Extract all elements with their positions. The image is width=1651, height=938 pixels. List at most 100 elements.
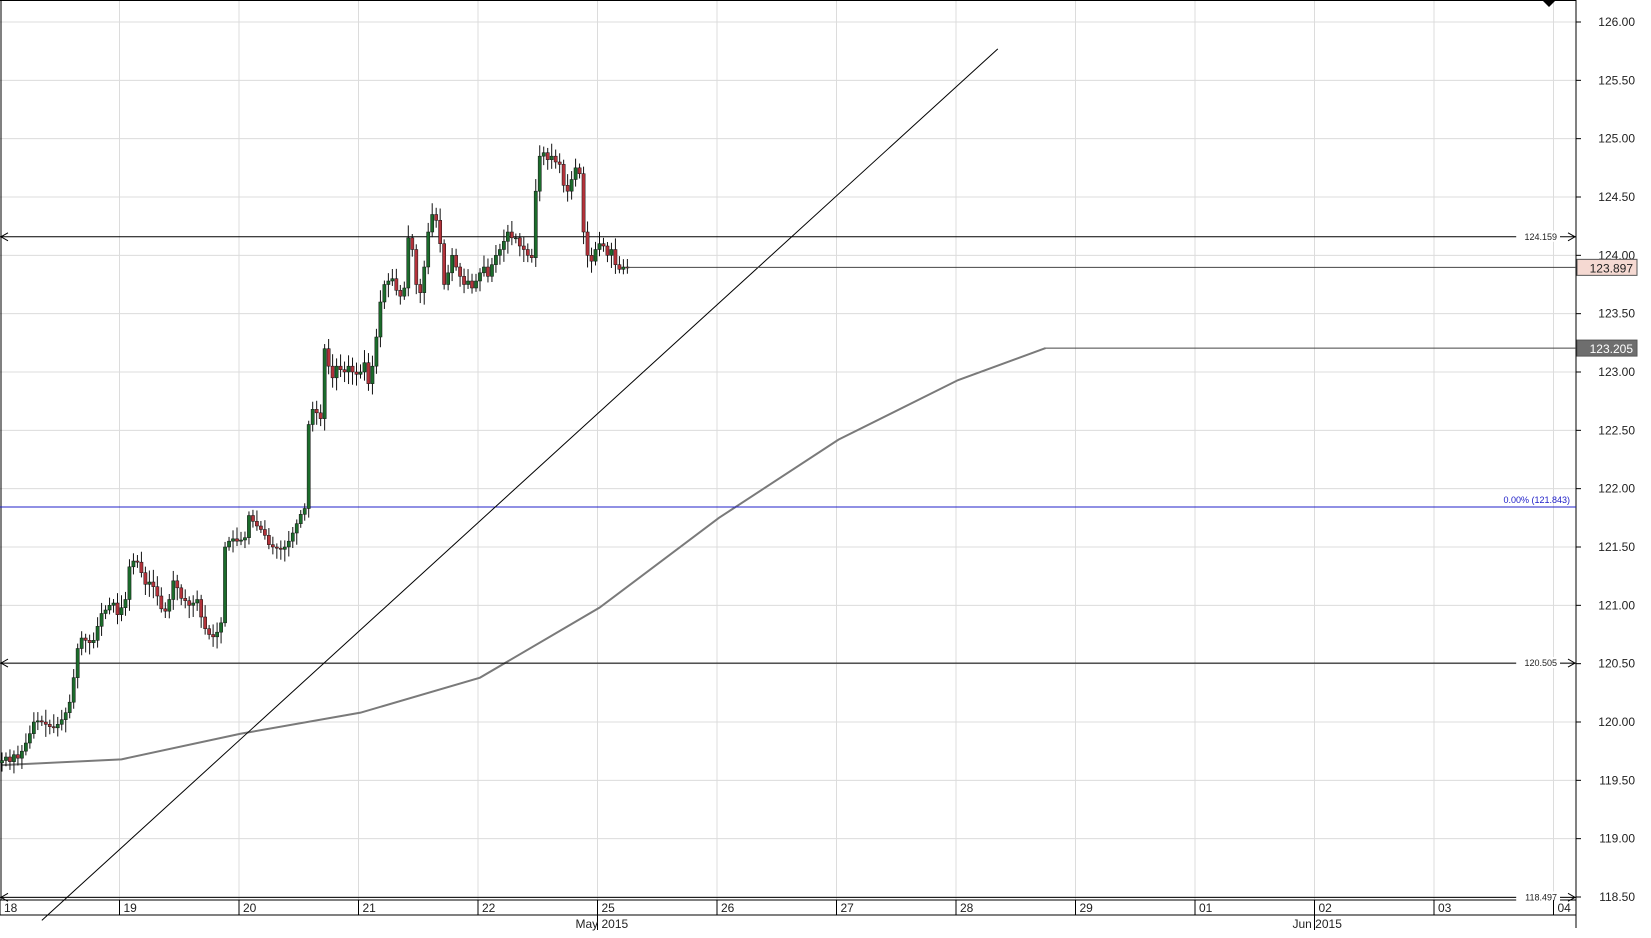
- candle-body[interactable]: [406, 237, 411, 289]
- candle-body[interactable]: [581, 173, 586, 233]
- candle-body[interactable]: [75, 648, 80, 678]
- candle-body[interactable]: [338, 365, 343, 370]
- candle-body[interactable]: [4, 756, 8, 761]
- candle-body[interactable]: [346, 365, 351, 373]
- candle-body[interactable]: [63, 712, 68, 720]
- candle-body[interactable]: [207, 628, 211, 635]
- candle-body[interactable]: [470, 280, 474, 289]
- candle-body[interactable]: [617, 264, 622, 270]
- candle-body[interactable]: [67, 701, 72, 713]
- candle-body[interactable]: [35, 720, 40, 723]
- candle-body[interactable]: [517, 237, 522, 247]
- candle-body[interactable]: [482, 266, 486, 274]
- candle-body[interactable]: [454, 255, 458, 268]
- candle-body[interactable]: [83, 637, 88, 641]
- candle-body[interactable]: [147, 581, 152, 585]
- candle-body[interactable]: [95, 626, 100, 641]
- candle-body[interactable]: [175, 580, 180, 589]
- candle-body[interactable]: [274, 546, 279, 549]
- candle-body[interactable]: [298, 514, 303, 524]
- candle-body[interactable]: [322, 348, 327, 419]
- candle-body[interactable]: [494, 255, 498, 265]
- candle-body[interactable]: [585, 231, 590, 256]
- candle-body[interactable]: [402, 287, 407, 297]
- candle-body[interactable]: [255, 521, 259, 527]
- candle-body[interactable]: [239, 539, 243, 542]
- candle-body[interactable]: [195, 599, 200, 604]
- candle-body[interactable]: [223, 546, 227, 624]
- trendline[interactable]: [41, 48, 999, 921]
- candle-body[interactable]: [513, 237, 518, 240]
- candle-body[interactable]: [155, 586, 160, 597]
- candle-body[interactable]: [278, 547, 283, 550]
- candle-body[interactable]: [541, 152, 546, 157]
- candle-body[interactable]: [553, 155, 558, 163]
- candle-body[interactable]: [151, 581, 156, 587]
- candle-body[interactable]: [163, 608, 168, 612]
- candle-body[interactable]: [12, 754, 16, 762]
- candle-body[interactable]: [267, 535, 271, 545]
- candle-body[interactable]: [390, 278, 395, 282]
- candle-body[interactable]: [557, 161, 562, 165]
- candle-body[interactable]: [103, 609, 108, 614]
- candle-body[interactable]: [24, 742, 28, 752]
- candle-body[interactable]: [294, 523, 299, 534]
- candle-body[interactable]: [434, 214, 439, 221]
- candle-body[interactable]: [135, 560, 140, 563]
- candle-body[interactable]: [219, 622, 223, 633]
- candle-body[interactable]: [16, 754, 20, 759]
- candle-body[interactable]: [282, 546, 287, 550]
- candle-body[interactable]: [442, 243, 446, 285]
- candle-body[interactable]: [251, 515, 255, 522]
- candle-body[interactable]: [227, 540, 231, 548]
- candle-body[interactable]: [565, 185, 570, 192]
- candle-body[interactable]: [171, 580, 176, 600]
- candle-body[interactable]: [107, 605, 112, 611]
- candle-body[interactable]: [490, 264, 494, 277]
- candle-body[interactable]: [561, 164, 566, 186]
- candle-body[interactable]: [111, 602, 116, 606]
- candle-body[interactable]: [99, 613, 104, 627]
- candle-body[interactable]: [601, 243, 606, 247]
- candle-body[interactable]: [394, 278, 399, 291]
- candle-body[interactable]: [91, 640, 96, 643]
- candle-body[interactable]: [430, 214, 435, 233]
- candle-body[interactable]: [20, 750, 24, 759]
- candle-body[interactable]: [51, 726, 56, 729]
- candle-body[interactable]: [521, 245, 526, 250]
- candle-body[interactable]: [314, 409, 319, 414]
- candle-body[interactable]: [302, 508, 307, 515]
- candle-body[interactable]: [382, 284, 387, 303]
- candle-body[interactable]: [127, 566, 132, 600]
- candle-body[interactable]: [450, 255, 454, 274]
- candle-body[interactable]: [486, 266, 490, 277]
- candle-body[interactable]: [187, 600, 192, 606]
- candle-body[interactable]: [0, 760, 4, 764]
- candle-body[interactable]: [211, 634, 215, 638]
- candle-body[interactable]: [537, 155, 542, 192]
- candle-body[interactable]: [199, 599, 204, 618]
- candle-body[interactable]: [593, 249, 598, 262]
- candle-body[interactable]: [597, 243, 602, 250]
- candle-body[interactable]: [525, 249, 530, 256]
- candle-body[interactable]: [119, 607, 124, 615]
- candle-body[interactable]: [334, 365, 339, 379]
- candle-body[interactable]: [342, 369, 347, 373]
- candle-body[interactable]: [139, 561, 144, 573]
- candle-body[interactable]: [589, 255, 594, 262]
- candle-body[interactable]: [167, 599, 172, 612]
- candle-body[interactable]: [47, 724, 52, 727]
- candle-body[interactable]: [318, 412, 323, 419]
- candle-body[interactable]: [410, 237, 415, 250]
- candle-body[interactable]: [621, 266, 626, 270]
- candle-body[interactable]: [286, 540, 291, 548]
- candle-body[interactable]: [43, 721, 48, 725]
- candle-body[interactable]: [28, 733, 32, 744]
- candle-body[interactable]: [8, 756, 12, 762]
- candle-body[interactable]: [609, 249, 614, 256]
- candle-body[interactable]: [191, 602, 196, 606]
- candle-body[interactable]: [310, 409, 315, 425]
- candle-body[interactable]: [306, 424, 311, 509]
- candle-body[interactable]: [545, 152, 550, 160]
- candle-body[interactable]: [529, 255, 534, 258]
